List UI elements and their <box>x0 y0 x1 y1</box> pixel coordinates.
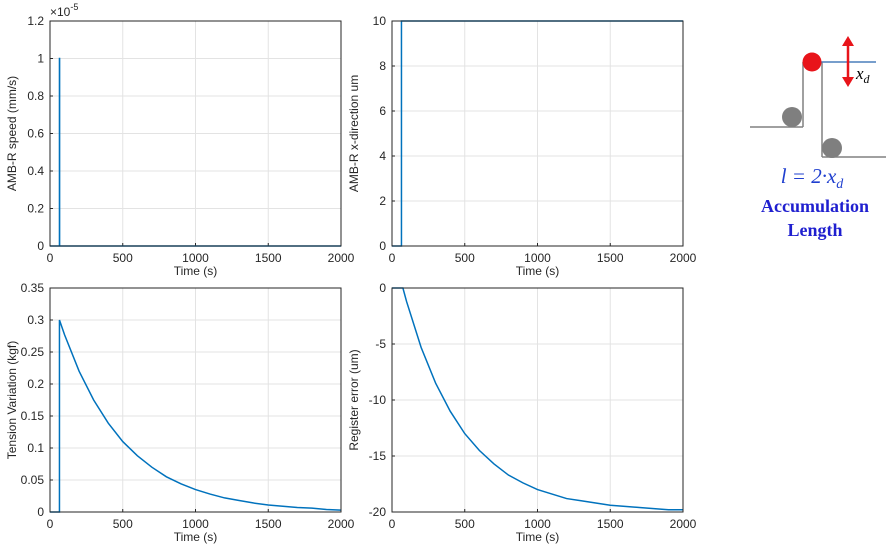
roller <box>782 107 802 127</box>
y-tick-label: 0.15 <box>21 409 45 423</box>
plot-frame <box>49 287 342 513</box>
x-tick-label: 0 <box>389 251 396 265</box>
y-tick-label: 0.25 <box>21 345 45 359</box>
chart: 0 500 1000 1500 2000 0 2 4 6 8 10 Time (s) AMB-R x-d… <box>347 14 697 278</box>
y-tick-label: -10 <box>369 393 387 407</box>
x-tick-label: 1500 <box>597 251 624 265</box>
plot-frame <box>391 287 684 513</box>
x-tick-label: 500 <box>113 517 133 531</box>
plot-frame <box>49 20 342 247</box>
y-tick-label: 2 <box>379 194 386 208</box>
formula: l = 2·xd <box>781 164 845 192</box>
data-line <box>50 319 342 513</box>
y-tick-label: 8 <box>379 59 386 73</box>
y-axis-label: Register error (um) <box>347 349 361 450</box>
xd-label-base: x <box>855 64 864 83</box>
chart: 0 500 1000 1500 2000 0 0.2 0.4 0.6 0.8 1 1.2 Time (s… <box>5 2 355 278</box>
y-tick-label: 0.2 <box>27 202 44 216</box>
y-tick-label: 10 <box>373 14 387 28</box>
x-tick-label: 500 <box>455 517 475 531</box>
y-tick-label: -20 <box>369 505 387 519</box>
y-tick-label: 0.6 <box>27 127 44 141</box>
x-tick-label: 1000 <box>182 251 209 265</box>
y-tick-label: 0.1 <box>27 441 44 455</box>
y-axis-label: AMB-R x-direction um <box>347 75 361 192</box>
dancer-roller <box>802 52 822 72</box>
x-tick-label: 2000 <box>670 517 697 531</box>
y-tick-label: 4 <box>379 149 386 163</box>
x-tick-label: 2000 <box>328 517 355 531</box>
y-tick-label: 1.2 <box>27 14 44 28</box>
displacement-arrow <box>842 36 854 87</box>
x-tick-label: 0 <box>47 251 54 265</box>
plot-frame <box>391 20 684 247</box>
y-tick-label: 6 <box>379 104 386 118</box>
diagram: xd l = 2·xd Accumulation Length <box>750 36 886 240</box>
y-tick-label: 0.3 <box>27 313 44 327</box>
y-tick-label: 0 <box>379 239 386 253</box>
x-tick-label: 1000 <box>182 517 209 531</box>
x-axis-label: Time (s) <box>516 264 560 278</box>
x-tick-label: 2000 <box>328 251 355 265</box>
x-axis-label: Time (s) <box>516 530 560 544</box>
formula-base: l = 2·x <box>781 164 837 188</box>
y-tick-label: 0 <box>37 505 44 519</box>
y-tick-label: 0.4 <box>27 164 44 178</box>
xd-label: xd <box>855 64 871 86</box>
y-multiplier-base: ×10 <box>50 5 71 19</box>
x-tick-label: 1500 <box>255 251 282 265</box>
y-multiplier-exponent: -5 <box>70 2 78 12</box>
x-tick-label: 1000 <box>524 251 551 265</box>
x-tick-label: 500 <box>113 251 133 265</box>
y-tick-label: 0 <box>379 281 386 295</box>
caption-line: Accumulation <box>761 196 869 216</box>
caption-line: Length <box>787 220 842 240</box>
y-tick-label: 0.8 <box>27 89 44 103</box>
x-tick-label: 1500 <box>255 517 282 531</box>
x-axis-label: Time (s) <box>174 264 218 278</box>
y-tick-label: 1 <box>37 52 44 66</box>
data-line <box>392 287 683 511</box>
x-tick-label: 500 <box>455 251 475 265</box>
y-axis-label: AMB-R speed (mm/s) <box>5 76 19 191</box>
x-tick-label: 0 <box>389 517 396 531</box>
x-tick-label: 2000 <box>670 251 697 265</box>
roller <box>822 138 842 158</box>
xd-label-subscript: d <box>864 72 871 86</box>
y-tick-label: 0.2 <box>27 377 44 391</box>
x-tick-label: 1500 <box>597 517 624 531</box>
y-multiplier: ×10-5 <box>50 2 78 19</box>
y-tick-label: 0.05 <box>21 473 45 487</box>
y-tick-label: 0 <box>37 239 44 253</box>
x-tick-label: 1000 <box>524 517 551 531</box>
chart: 0 500 1000 1500 2000 0 0.05 0.1 0.15 0.2 0.25 0.3 0.… <box>5 281 355 544</box>
y-tick-label: -5 <box>375 337 386 351</box>
x-tick-label: 0 <box>47 517 54 531</box>
y-axis-label: Tension Variation (kgf) <box>5 341 19 460</box>
formula-subscript: d <box>836 177 844 192</box>
x-axis-label: Time (s) <box>174 530 218 544</box>
y-tick-label: -15 <box>369 449 387 463</box>
y-tick-label: 0.35 <box>21 281 45 295</box>
chart: 0 500 1000 1500 2000 -20 -15 -10 -5 0 Time (s) Regi… <box>347 281 697 544</box>
